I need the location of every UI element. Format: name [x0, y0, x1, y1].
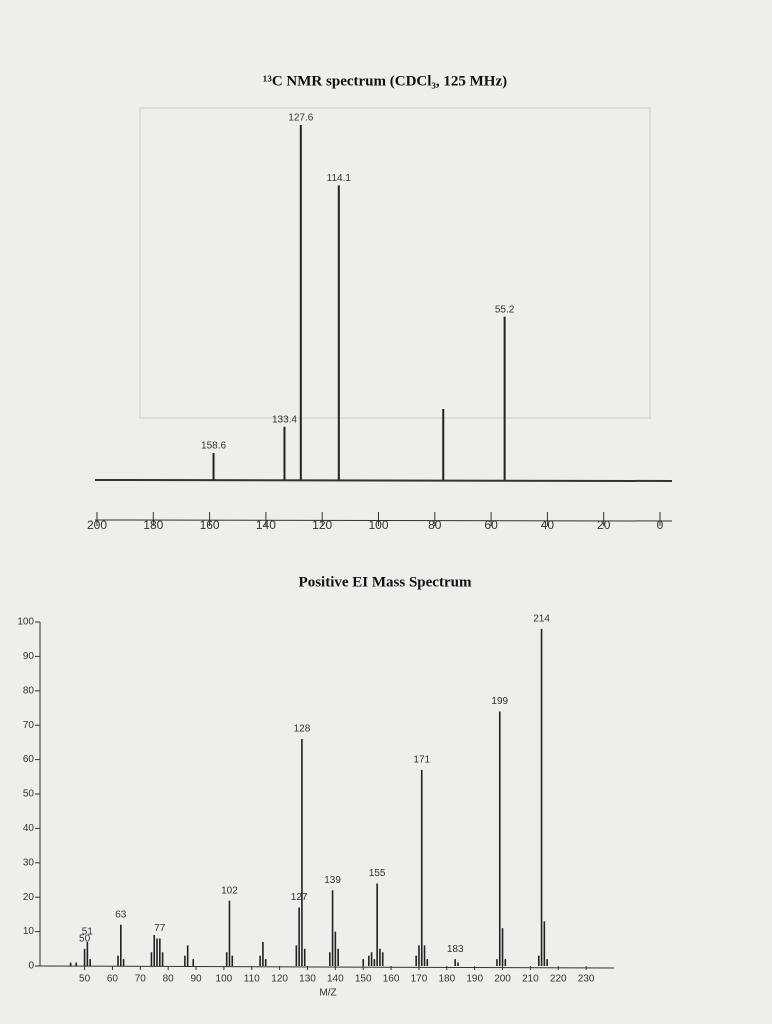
x-tick-label: 120 — [312, 518, 332, 532]
x-tick-label: 160 — [200, 518, 220, 532]
bar-label: 63 — [115, 909, 127, 920]
x-tick-label: 40 — [541, 518, 555, 532]
bar-label: 155 — [369, 868, 386, 879]
bar-label: 102 — [221, 885, 238, 896]
y-tick-label: 60 — [23, 754, 35, 765]
peak-label: 133.4 — [272, 414, 297, 425]
bar-label: 128 — [294, 724, 311, 735]
bar-label: 77 — [154, 923, 166, 934]
x-tick-label: 140 — [327, 974, 344, 985]
bar-label: 214 — [533, 614, 550, 625]
bar-label: 139 — [324, 875, 341, 886]
x-tick-label: 100 — [368, 518, 388, 532]
x-tick-label: 70 — [135, 974, 147, 985]
x-tick-label: 180 — [438, 974, 455, 985]
baseline — [94, 479, 673, 482]
faint-ir-frame — [139, 107, 651, 419]
x-tick-label: 80 — [428, 518, 442, 532]
y-tick-label: 20 — [23, 892, 35, 903]
y-tick-label: 40 — [23, 823, 35, 834]
bar-label: 127 — [291, 892, 308, 903]
x-tick-label: 200 — [494, 974, 511, 985]
x-tick-label: 200 — [87, 518, 107, 532]
bar-label: 183 — [447, 944, 464, 955]
bar-label: 50 — [79, 933, 91, 944]
x-tick-label: 170 — [411, 974, 428, 985]
x-axis — [39, 965, 615, 969]
peak-label: 127.6 — [288, 113, 313, 124]
x-tick-label: 50 — [79, 974, 91, 985]
x-tick-label: 0 — [657, 518, 664, 532]
x-tick-label: 160 — [383, 974, 400, 985]
y-tick-label: 50 — [23, 789, 35, 800]
y-tick-label: 80 — [23, 685, 35, 696]
x-tick-label: 110 — [244, 974, 260, 985]
x-tick-label: 100 — [216, 974, 233, 985]
peak-label: 114.1 — [327, 173, 352, 184]
x-tick-label: 230 — [578, 974, 595, 985]
y-tick-label: 100 — [17, 617, 34, 628]
x-tick-label: 120 — [271, 974, 288, 985]
y-tick-label: 30 — [23, 857, 35, 868]
bar-label: 51 — [82, 927, 94, 938]
x-tick-label: 130 — [299, 974, 316, 985]
x-tick-label: 190 — [466, 974, 483, 985]
x-tick-label: 80 — [163, 974, 175, 985]
chart-title: ¹³C NMR spectrum (CDCl₃, 125 MHz) — [263, 73, 507, 89]
x-tick-label: 90 — [190, 974, 202, 985]
bar-label: 171 — [413, 755, 430, 766]
x-tick-label: 20 — [597, 518, 611, 532]
y-tick-label: 0 — [28, 961, 34, 972]
y-tick-label: 10 — [23, 926, 35, 937]
x-axis — [94, 519, 673, 522]
x-tick-label: 60 — [107, 974, 119, 985]
x-tick-label: 150 — [355, 974, 372, 985]
bar-label: 199 — [491, 696, 508, 707]
x-tick-label: 220 — [550, 974, 567, 985]
peak-label: 158.6 — [201, 441, 226, 452]
x-tick-label: 60 — [484, 518, 498, 532]
y-tick-label: 70 — [23, 720, 35, 731]
chart-title: Positive EI Mass Spectrum — [299, 574, 472, 590]
x-axis-label: M/Z — [319, 988, 336, 999]
x-tick-label: 210 — [522, 974, 539, 985]
x-tick-label: 140 — [256, 518, 276, 532]
peak-label: 55.2 — [495, 304, 515, 315]
y-tick-label: 90 — [23, 651, 35, 662]
x-tick-label: 180 — [143, 518, 163, 532]
